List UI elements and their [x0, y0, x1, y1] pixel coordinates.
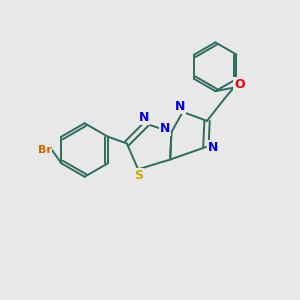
Text: N: N [175, 100, 185, 113]
Text: O: O [234, 78, 245, 91]
Text: N: N [208, 141, 218, 154]
Text: N: N [160, 122, 170, 135]
Text: Br: Br [38, 145, 51, 155]
Text: S: S [134, 169, 143, 182]
Text: N: N [139, 111, 149, 124]
